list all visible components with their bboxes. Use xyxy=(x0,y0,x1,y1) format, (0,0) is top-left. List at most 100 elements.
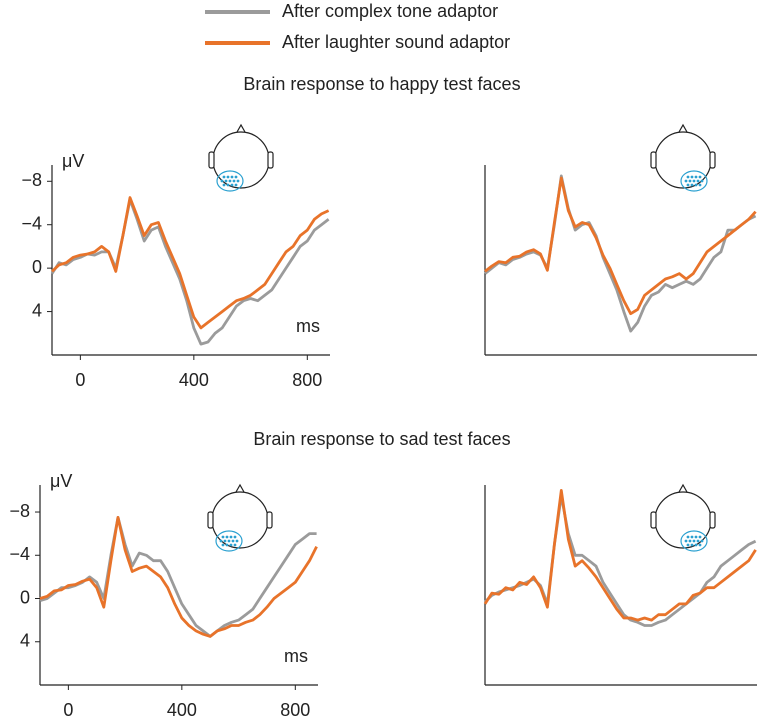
electrode xyxy=(686,175,690,179)
x-tick-label: 0 xyxy=(75,370,85,390)
electrode xyxy=(694,535,698,539)
erp-line xyxy=(39,516,317,638)
electrode xyxy=(690,543,694,547)
electrode xyxy=(229,535,233,539)
head-icon xyxy=(654,131,712,189)
electrode xyxy=(684,539,688,543)
electrode xyxy=(233,543,237,547)
head-icon xyxy=(211,491,269,549)
electrode xyxy=(690,535,694,539)
y-tick-label: −4 xyxy=(21,213,42,233)
x-tick-label: 400 xyxy=(179,370,209,390)
electrode xyxy=(686,543,690,547)
electrode xyxy=(233,535,237,539)
head-nose xyxy=(678,483,688,493)
electrode xyxy=(234,175,238,179)
electrode xyxy=(698,535,702,539)
head-icon xyxy=(212,131,270,189)
electrode xyxy=(222,175,226,179)
y-tick-label: −8 xyxy=(9,501,30,521)
electrode xyxy=(220,179,224,183)
electrode xyxy=(696,179,700,183)
erp-line xyxy=(50,198,330,346)
electrode xyxy=(698,543,702,547)
x-tick-label: 0 xyxy=(63,700,73,720)
x-axis-label: ms xyxy=(284,646,308,666)
electrode-region xyxy=(680,530,708,552)
erp-line xyxy=(483,489,757,622)
erp-line xyxy=(51,196,330,330)
section-title: Brain response to sad test faces xyxy=(253,429,510,449)
electrode xyxy=(698,183,702,187)
electrode xyxy=(690,175,694,179)
head-ear xyxy=(650,151,657,169)
legend-label: After laughter sound adaptor xyxy=(282,32,510,52)
electrode xyxy=(222,183,226,187)
y-tick-label: 4 xyxy=(32,300,42,320)
electrode xyxy=(226,175,230,179)
x-tick-label: 800 xyxy=(292,370,322,390)
electrode xyxy=(688,539,692,543)
electrode xyxy=(700,179,704,183)
head-icon xyxy=(654,491,712,549)
y-axis-label: μV xyxy=(62,151,84,171)
head-ear xyxy=(709,151,716,169)
erp-line xyxy=(484,174,757,333)
electrode xyxy=(225,543,229,547)
electrode-region xyxy=(216,170,244,192)
electrode xyxy=(694,183,698,187)
electrode xyxy=(227,539,231,543)
head-ear xyxy=(208,151,215,169)
electrode xyxy=(236,179,240,183)
y-tick-label: 0 xyxy=(20,587,30,607)
y-tick-label: 0 xyxy=(32,257,42,277)
head-nose xyxy=(678,123,688,133)
electrode xyxy=(686,183,690,187)
x-axis-label: ms xyxy=(296,316,320,336)
head-ear xyxy=(709,511,716,529)
electrode-region xyxy=(680,170,708,192)
electrode xyxy=(226,183,230,187)
electrode xyxy=(694,543,698,547)
head-nose xyxy=(235,483,245,493)
electrode xyxy=(230,175,234,179)
y-tick-label: −4 xyxy=(9,544,30,564)
electrode xyxy=(221,543,225,547)
x-tick-label: 400 xyxy=(167,700,197,720)
electrode xyxy=(698,175,702,179)
x-tick-label: 800 xyxy=(280,700,310,720)
head-ear xyxy=(267,151,274,169)
electrode xyxy=(700,539,704,543)
electrode xyxy=(692,179,696,183)
electrode xyxy=(696,539,700,543)
legend-label: After complex tone adaptor xyxy=(282,1,498,21)
electrode xyxy=(228,179,232,183)
y-tick-label: −8 xyxy=(21,170,42,190)
electrode-region xyxy=(215,530,243,552)
electrode xyxy=(688,179,692,183)
electrode xyxy=(223,539,227,543)
electrode xyxy=(229,543,233,547)
head-ear xyxy=(650,511,657,529)
head-ear xyxy=(207,511,214,529)
electrode xyxy=(686,535,690,539)
head-ear xyxy=(266,511,273,529)
electrode xyxy=(231,539,235,543)
head-nose xyxy=(236,123,246,133)
electrode xyxy=(232,179,236,183)
electrode xyxy=(234,183,238,187)
erp-line xyxy=(484,176,757,316)
electrode xyxy=(230,183,234,187)
electrode xyxy=(684,179,688,183)
electrode xyxy=(224,179,228,183)
electrode xyxy=(692,539,696,543)
electrode xyxy=(694,175,698,179)
electrode xyxy=(219,539,223,543)
y-tick-label: 4 xyxy=(20,631,30,651)
y-axis-label: μV xyxy=(50,471,72,491)
electrode xyxy=(225,535,229,539)
section-title: Brain response to happy test faces xyxy=(243,74,520,94)
electrode xyxy=(235,539,239,543)
electrode xyxy=(221,535,225,539)
